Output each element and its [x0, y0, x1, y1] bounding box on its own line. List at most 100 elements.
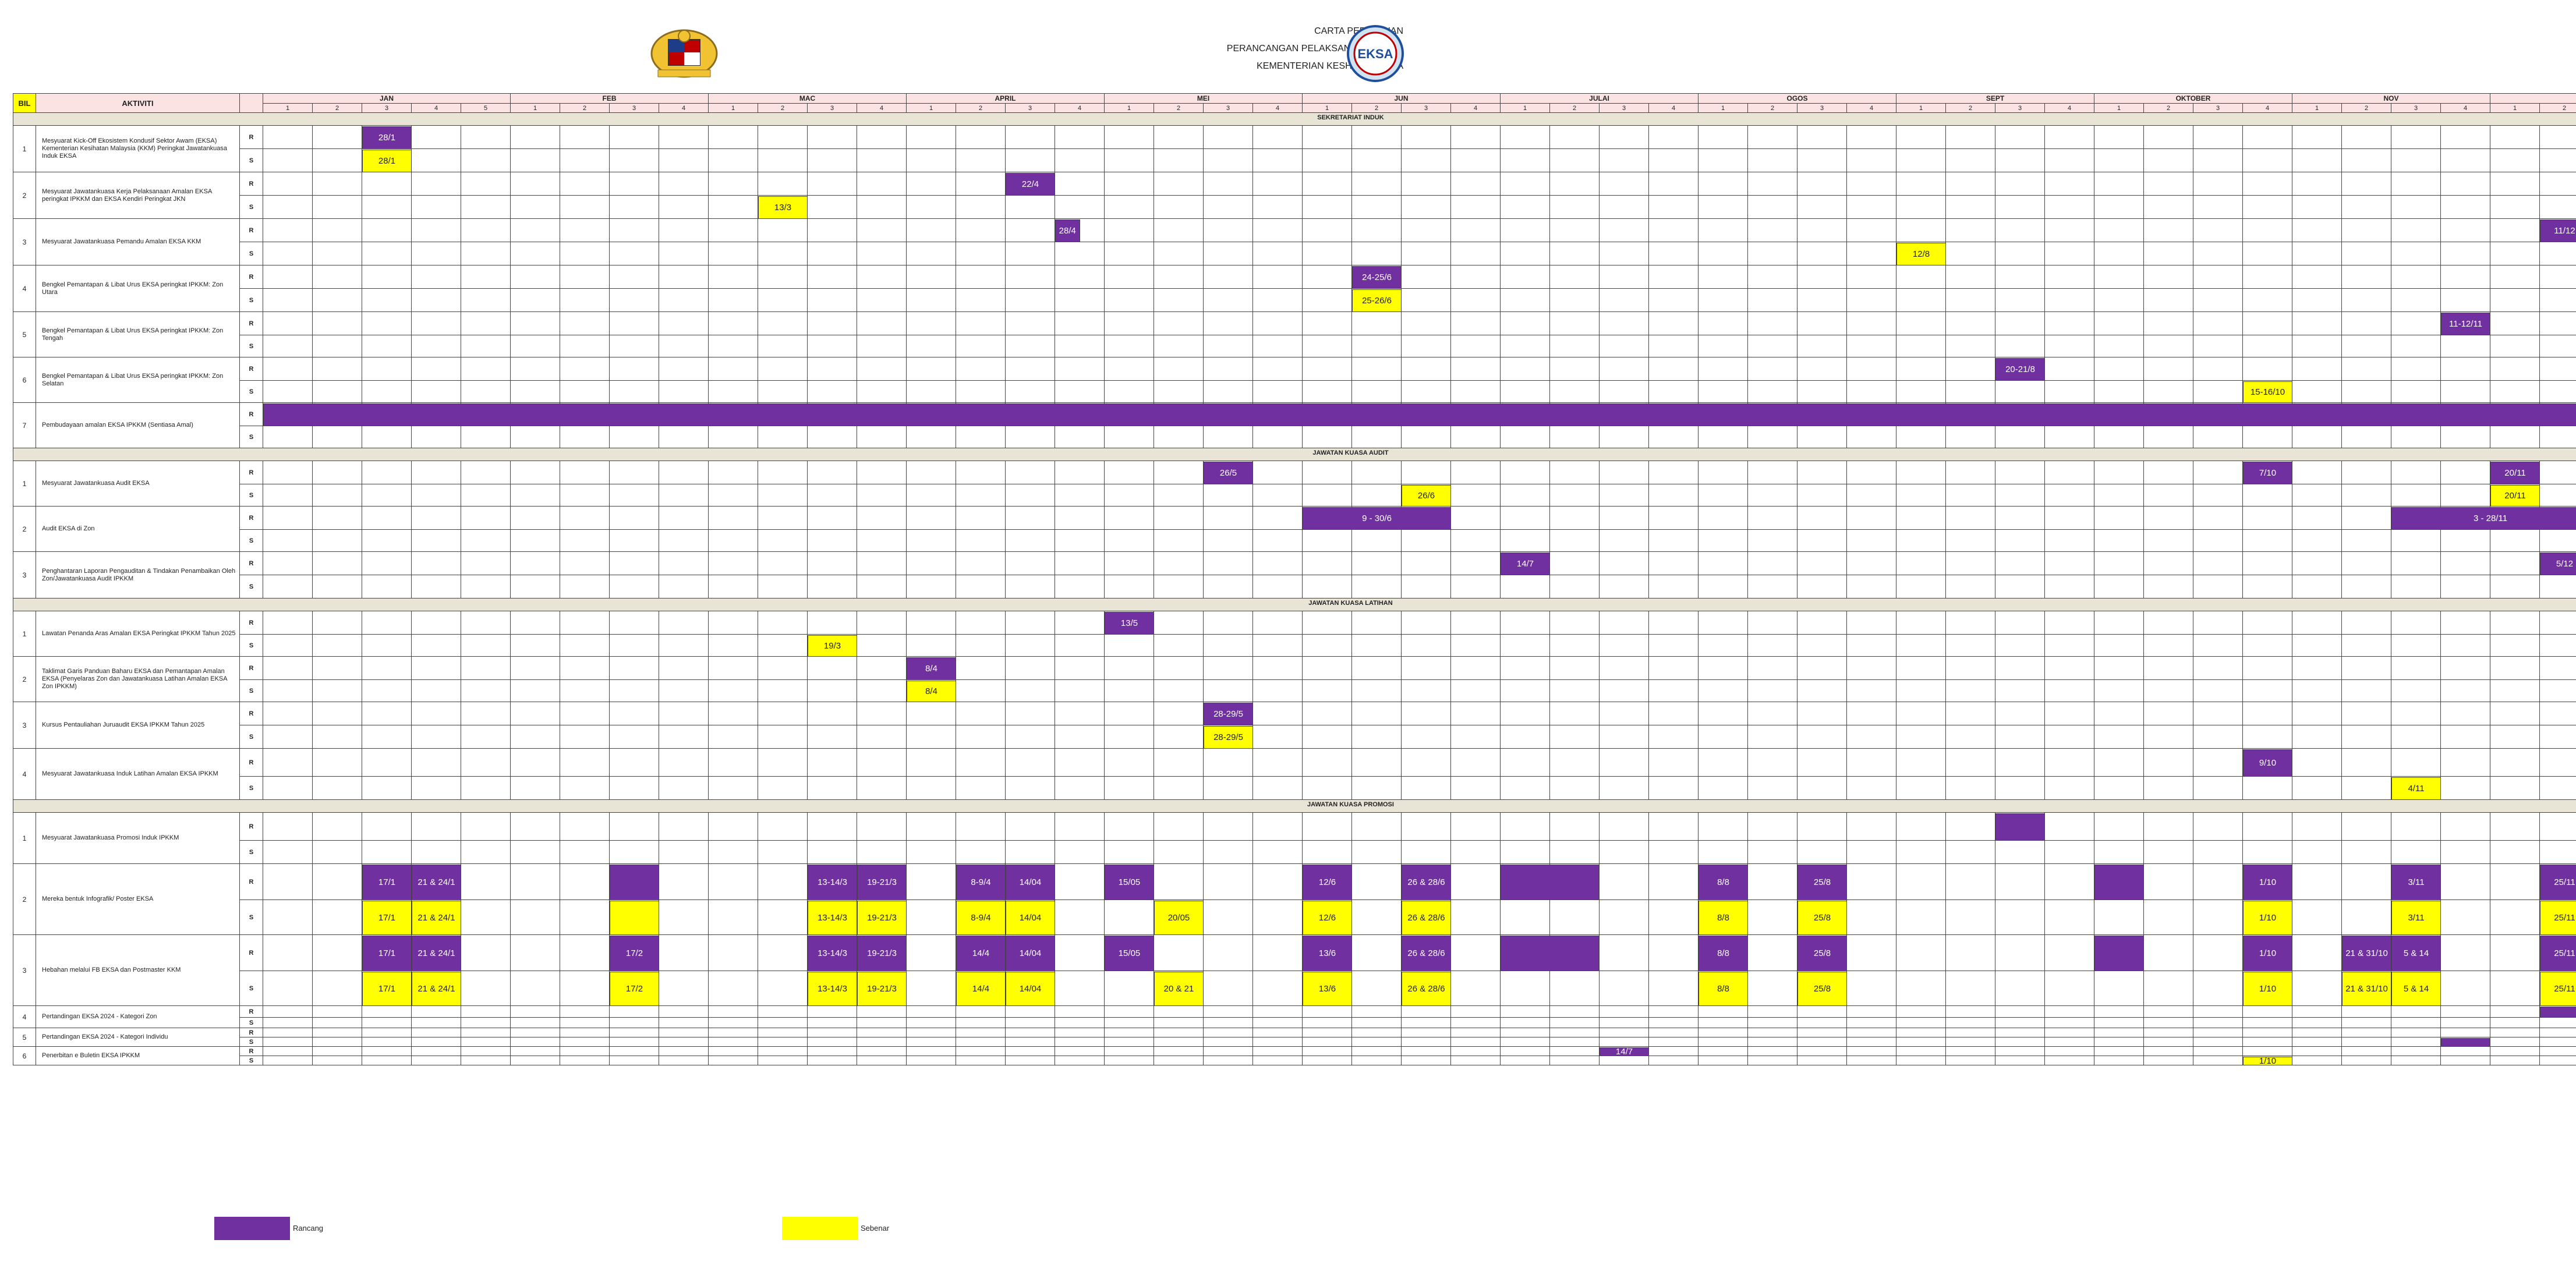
grid-cell [1451, 149, 1501, 172]
week-header: 1 [1896, 104, 1946, 113]
grid-cell [1055, 289, 1105, 312]
grid-cell [362, 635, 412, 657]
grid-cell [1797, 172, 1847, 196]
grid-cell [610, 1037, 659, 1047]
grid-cell [2193, 777, 2243, 800]
grid-cell [2540, 312, 2576, 335]
grid-cell [2490, 381, 2540, 403]
grid-cell [362, 426, 412, 448]
grid-cell [1995, 680, 2045, 702]
grid-cell [808, 841, 857, 864]
grid-cell [1847, 484, 1896, 507]
grid-cell [2490, 575, 2540, 598]
month-header-mei: MEI [1105, 93, 1303, 104]
grid-cell [2391, 265, 2441, 289]
grid-cell [1649, 777, 1699, 800]
grid-cell [1253, 196, 1303, 219]
grid-cell [362, 657, 412, 680]
rancang-schedule-bar: 17/2 [610, 936, 659, 971]
grid-cell [709, 611, 758, 635]
rancang-schedule-bar [2540, 1007, 2576, 1018]
grid-cell [1600, 126, 1649, 149]
grid-cell [709, 777, 758, 800]
grid-cell [461, 575, 511, 598]
activity-name: Lawatan Penanda Aras Amalan EKSA Peringk… [36, 611, 240, 657]
grid-cell [1600, 335, 1649, 357]
grid-cell [2045, 864, 2094, 900]
grid-cell [2441, 841, 2490, 864]
week-header: 1 [1501, 104, 1550, 113]
section-header: JAWATAN KUASA PROMOSI [13, 800, 2576, 813]
grid-cell [907, 196, 956, 219]
grid-cell [511, 935, 560, 971]
grid-cell [1550, 971, 1600, 1006]
grid-cell [709, 172, 758, 196]
grid-cell [560, 219, 610, 242]
grid-cell [956, 1037, 1006, 1047]
grid-cell [1303, 172, 1352, 196]
grid-cell [1550, 242, 1600, 265]
grid-cell [1649, 461, 1699, 484]
grid-cell [610, 461, 659, 484]
grid-cell [1550, 484, 1600, 507]
grid-cell [1055, 1028, 1105, 1037]
grid-cell [1204, 312, 1253, 335]
grid-cell [412, 289, 461, 312]
grid-cell [758, 657, 808, 680]
row-type-r: R [240, 507, 263, 530]
row-type-r: R [240, 312, 263, 335]
grid-cell [1699, 172, 1748, 196]
grid-cell [1699, 611, 1748, 635]
grid-cell [2540, 196, 2576, 219]
grid-cell [1055, 357, 1105, 381]
grid-cell [1154, 381, 1204, 403]
grid-cell [1204, 1047, 1253, 1056]
grid-cell [1253, 312, 1303, 335]
grid-cell [412, 312, 461, 335]
activity-name: Bengkel Pemantapan & Libat Urus EKSA per… [36, 312, 240, 357]
grid-cell [808, 1056, 857, 1065]
grid-cell [1402, 1056, 1451, 1065]
grid-cell [1797, 149, 1847, 172]
grid-cell [461, 381, 511, 403]
grid-cell [1847, 657, 1896, 680]
grid-cell [1896, 1018, 1946, 1028]
grid-cell [1600, 196, 1649, 219]
month-header-ogos: OGOS [1699, 93, 1896, 104]
grid-cell [1946, 172, 1995, 196]
grid-cell [1006, 149, 1055, 172]
week-header: 3 [1204, 104, 1253, 113]
grid-cell [758, 725, 808, 749]
week-header: 3 [1995, 104, 2045, 113]
grid-cell [1649, 530, 1699, 552]
grid-cell [2292, 900, 2342, 935]
grid-cell [1995, 777, 2045, 800]
grid-cell [263, 702, 313, 725]
activity-name: Mesyuarat Jawatankuasa Promosi Induk IPK… [36, 813, 240, 864]
grid-cell [511, 219, 560, 242]
grid-cell [2193, 126, 2243, 149]
grid-cell [758, 461, 808, 484]
month-header-sept: SEPT [1896, 93, 2094, 104]
grid-cell [1451, 196, 1501, 219]
grid-cell [2292, 777, 2342, 800]
grid-cell [1847, 680, 1896, 702]
grid-cell [1699, 507, 1748, 530]
week-header: 4 [857, 104, 907, 113]
grid-cell [956, 484, 1006, 507]
grid-cell [2094, 813, 2144, 841]
grid-cell [461, 1018, 511, 1028]
grid-cell [511, 1018, 560, 1028]
grid-cell [1204, 552, 1253, 575]
grid-cell [1303, 335, 1352, 357]
grid-cell [560, 149, 610, 172]
grid-cell [412, 265, 461, 289]
grid-cell [1154, 242, 1204, 265]
grid-cell [2193, 635, 2243, 657]
grid-cell [313, 657, 362, 680]
grid-cell [758, 242, 808, 265]
grid-cell [610, 749, 659, 777]
grid-cell [956, 635, 1006, 657]
grid-cell [709, 484, 758, 507]
grid-cell [1847, 289, 1896, 312]
